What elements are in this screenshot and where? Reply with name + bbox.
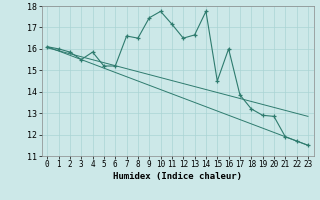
X-axis label: Humidex (Indice chaleur): Humidex (Indice chaleur) bbox=[113, 172, 242, 181]
